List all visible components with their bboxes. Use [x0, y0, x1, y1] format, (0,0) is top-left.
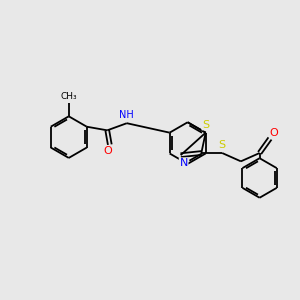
Text: S: S — [202, 120, 209, 130]
Text: N: N — [179, 158, 188, 168]
Text: O: O — [103, 146, 112, 156]
Text: S: S — [219, 140, 226, 150]
Text: CH₃: CH₃ — [60, 92, 77, 101]
Text: O: O — [270, 128, 278, 139]
Text: NH: NH — [119, 110, 134, 120]
